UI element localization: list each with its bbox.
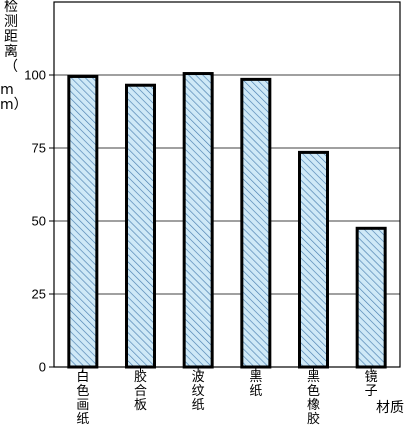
bars [67,72,387,369]
bar-5 [355,226,387,369]
bar-1 [125,83,156,369]
bar-3 [240,77,272,369]
grid-lines [54,74,400,295]
bar-2 [182,72,214,369]
y-tick-label: 0 [39,360,46,375]
y-axis-label-unit: mm） [0,82,28,113]
y-axis-label: 检测距离（ [4,0,18,75]
x-tick-label: 波纹纸 [191,370,205,413]
x-tick-label: 胶合板 [133,370,147,413]
x-tick-label: 黑纸 [249,370,263,399]
x-axis-ticks [82,367,372,372]
plot-frame [53,1,401,368]
x-tick-label: 黑色橡胶 [306,370,320,427]
y-tick-label: 25 [32,287,46,302]
x-tick-label: 白色画纸 [76,370,90,427]
y-tick-label: 75 [32,141,46,156]
y-axis-ticks: 0 25 50 75 100 [24,68,54,375]
y-tick-label: 50 [32,214,46,229]
x-tick-label: 镜子 [364,370,378,399]
y-tick-label: 100 [24,68,46,83]
x-axis-label: 材质 [376,400,404,416]
plot-border [53,1,401,368]
bar-0 [67,74,99,369]
bar-4 [298,150,329,369]
